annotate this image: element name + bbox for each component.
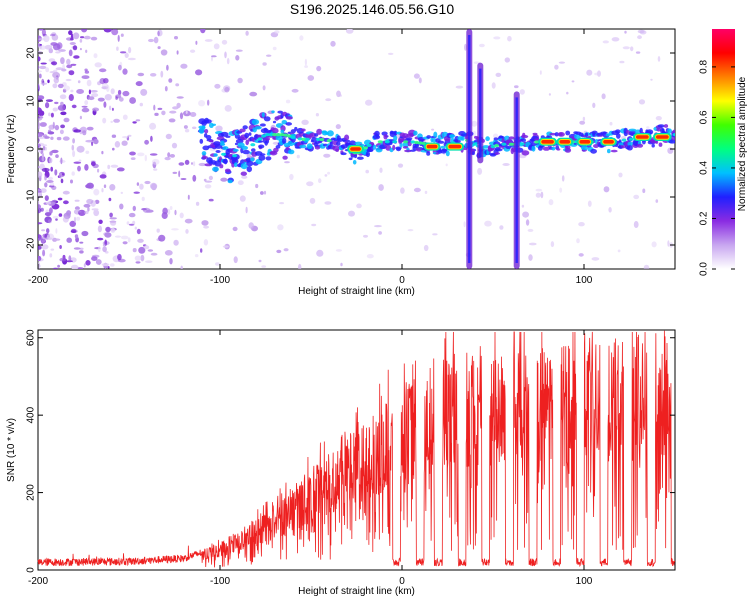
- y-tick-label: 600: [26, 329, 37, 346]
- colorbar-tick-label: 0.0: [699, 262, 710, 276]
- y-tick-label: 400: [26, 406, 37, 423]
- colorbar-tick-label: 0.2: [699, 211, 710, 225]
- snr-ylabel: SNR (10 * v/v): [6, 418, 17, 482]
- snr-series-line: [37, 330, 676, 568]
- x-tick-label: -200: [28, 576, 48, 587]
- colorbar-tick-label: 0.4: [699, 161, 710, 175]
- x-tick-label: -200: [28, 275, 48, 286]
- x-tick-label: -100: [210, 576, 230, 587]
- strong-segment: [448, 144, 462, 149]
- colorbar-tick-label: 0.6: [699, 110, 710, 124]
- figure-title: S196.2025.146.05.56.G10: [290, 1, 454, 17]
- x-tick-label: 0: [399, 576, 405, 587]
- strong-segment: [579, 140, 591, 144]
- x-tick-label: 100: [576, 275, 593, 286]
- y-tick-label: 20: [26, 47, 37, 59]
- snr-xlabel: Height of straight line (km): [298, 586, 415, 597]
- snr-frame: [37, 329, 676, 571]
- strong-segment: [603, 140, 614, 144]
- x-tick-label: 0: [399, 275, 405, 286]
- colorbar-label: Normalized spectral amplitude: [737, 76, 748, 211]
- strong-segment: [541, 140, 554, 144]
- colorbar-tick-label: 0.8: [699, 60, 710, 74]
- strong-segment: [636, 135, 649, 139]
- strong-segment: [656, 135, 669, 139]
- x-tick-label: -100: [210, 275, 230, 286]
- y-tick-label: 200: [26, 484, 37, 501]
- spectrogram-xlabel: Height of straight line (km): [298, 286, 415, 297]
- x-tick-label: 100: [576, 576, 593, 587]
- spectrogram-heatmap: [38, 29, 675, 269]
- strong-segment: [559, 140, 571, 144]
- strong-segment: [426, 144, 438, 149]
- spectrogram-ylabel: Frequency (Hz): [6, 115, 17, 184]
- strong-segment: [350, 147, 361, 151]
- snr-panel: -200 -100 0 100 0 200 400 600 Height of straigh…: [6, 329, 676, 597]
- y-tick-label: -20: [26, 237, 37, 252]
- y-tick-label: 10: [26, 95, 37, 107]
- snr-ticks: -200 -100 0 100 0 200 400 600: [26, 329, 675, 587]
- y-tick-label: 0: [26, 567, 37, 573]
- colorbar-gradient: [712, 29, 735, 269]
- colorbar-ticks: 0.0 0.2 0.4 0.6 0.8: [699, 60, 735, 276]
- y-tick-label: 0: [26, 146, 37, 152]
- colorbar: 0.0 0.2 0.4 0.6 0.8 Normalized spectral ampl…: [699, 29, 748, 276]
- y-tick-label: -10: [26, 189, 37, 204]
